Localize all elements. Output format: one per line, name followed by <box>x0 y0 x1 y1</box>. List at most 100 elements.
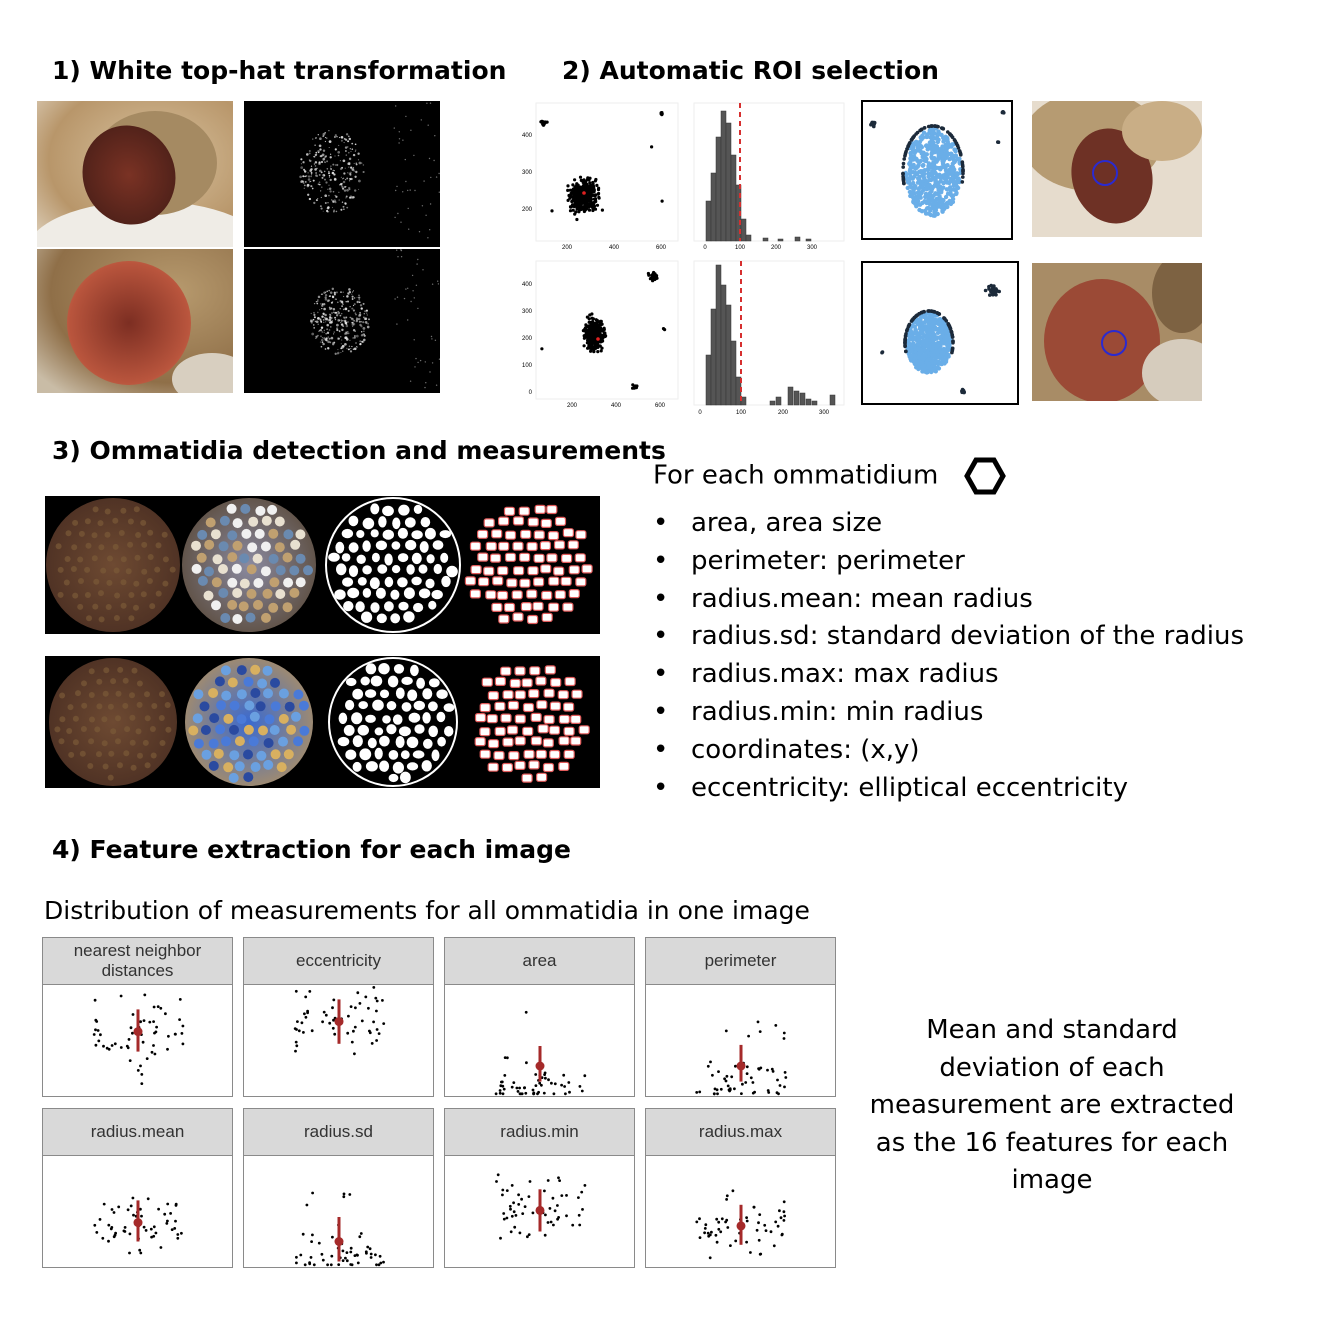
speckle <box>360 307 363 310</box>
ommatidium <box>397 577 408 588</box>
ommatidium <box>252 553 263 564</box>
measurement-point <box>546 1179 550 1182</box>
measurement-point <box>112 1211 116 1214</box>
ommatidium <box>548 602 560 612</box>
speckle <box>328 146 330 149</box>
measurement-point <box>517 1193 520 1197</box>
speckle <box>351 317 354 321</box>
ommatidium-feature-list: area, area size perimeter: perimeter rad… <box>653 506 1244 808</box>
roi-point <box>952 159 957 164</box>
ommatidium <box>485 590 497 600</box>
measurement-point <box>122 1229 126 1233</box>
ommatidium <box>567 540 579 550</box>
ommatidium <box>246 564 257 575</box>
rim-point <box>956 146 961 150</box>
roi-point <box>937 175 942 180</box>
ommatidium <box>169 566 176 573</box>
measurement-point <box>783 1071 787 1074</box>
ommatidium <box>479 702 491 713</box>
measurement-point <box>301 1232 305 1236</box>
speckle <box>310 171 313 174</box>
facet-plot <box>695 1189 786 1260</box>
measurement-point <box>293 1027 297 1030</box>
ommatidium <box>110 678 117 685</box>
speckle <box>332 343 335 346</box>
speckle <box>327 202 329 204</box>
measurement-point <box>159 1006 163 1010</box>
list-item: area, area size <box>653 506 1244 544</box>
ommatidium <box>238 601 249 612</box>
speckle <box>355 319 358 323</box>
ommatidium <box>141 568 148 575</box>
measurement-point <box>564 1092 567 1096</box>
ommatidium <box>413 700 425 711</box>
raw-roi-circle <box>49 658 177 786</box>
measurement-point <box>577 1213 581 1217</box>
measurement-point <box>332 998 336 1002</box>
ommatidium <box>382 505 394 517</box>
speckle <box>352 337 354 339</box>
speckle <box>339 314 342 317</box>
speckle <box>325 181 328 184</box>
measurement-point <box>322 1010 326 1014</box>
x-tick: 600 <box>655 403 666 409</box>
measurement-point <box>131 1196 135 1200</box>
ommatidium <box>375 540 387 551</box>
ommatidium <box>553 566 565 576</box>
ommatidium-feature-panel: For each ommatidium area, area size peri… <box>653 456 1244 808</box>
measurement-point <box>342 1195 346 1199</box>
speckle <box>320 207 323 210</box>
ommatidium <box>494 676 506 686</box>
ommatidium <box>391 541 401 550</box>
measurement-point <box>730 1075 734 1079</box>
data-point <box>571 191 575 195</box>
measurement-point <box>152 1225 156 1229</box>
measurement-point <box>164 1012 167 1016</box>
ommatidium <box>529 666 541 676</box>
speckle <box>324 313 327 317</box>
data-point <box>584 187 588 191</box>
ommatidium <box>370 675 383 687</box>
histogram-bar <box>829 394 836 406</box>
measurement-point <box>498 1091 502 1095</box>
ommatidium <box>232 518 243 529</box>
ommatidium <box>439 530 451 539</box>
ommatidium <box>370 602 380 613</box>
ommatidium <box>278 688 289 699</box>
measurement-point <box>510 1085 514 1089</box>
speckle <box>338 330 341 332</box>
data-point <box>566 184 570 188</box>
speckle <box>405 180 407 183</box>
ommatidium <box>213 748 224 759</box>
ommatidium <box>136 701 143 708</box>
measurement-point <box>549 1220 553 1224</box>
data-point <box>603 334 607 339</box>
y-tick: 100 <box>522 363 533 369</box>
measurement-point <box>503 1056 507 1059</box>
data-point <box>594 318 598 322</box>
speckle <box>414 189 416 192</box>
ommatidium <box>303 565 313 576</box>
measurement-point <box>766 1068 769 1072</box>
speckle <box>317 151 320 154</box>
data-point <box>598 319 602 323</box>
measurement-point <box>725 1074 729 1078</box>
speckle <box>329 190 332 193</box>
data-point <box>586 194 590 199</box>
outside-point <box>987 287 991 291</box>
measurement-point <box>547 1078 550 1082</box>
ommatidium <box>227 552 238 563</box>
speckle <box>347 331 349 333</box>
speckle <box>353 170 356 172</box>
speckle <box>339 136 341 139</box>
speckle <box>421 205 424 207</box>
ommatidium <box>104 531 111 538</box>
roi-point <box>939 352 944 358</box>
speckle <box>323 303 326 306</box>
ommatidium <box>384 601 394 612</box>
measurement-point <box>725 1198 728 1201</box>
ommatidium <box>382 715 391 724</box>
speckle <box>345 195 348 198</box>
speckle <box>311 332 315 336</box>
histogram-bar <box>730 340 737 406</box>
